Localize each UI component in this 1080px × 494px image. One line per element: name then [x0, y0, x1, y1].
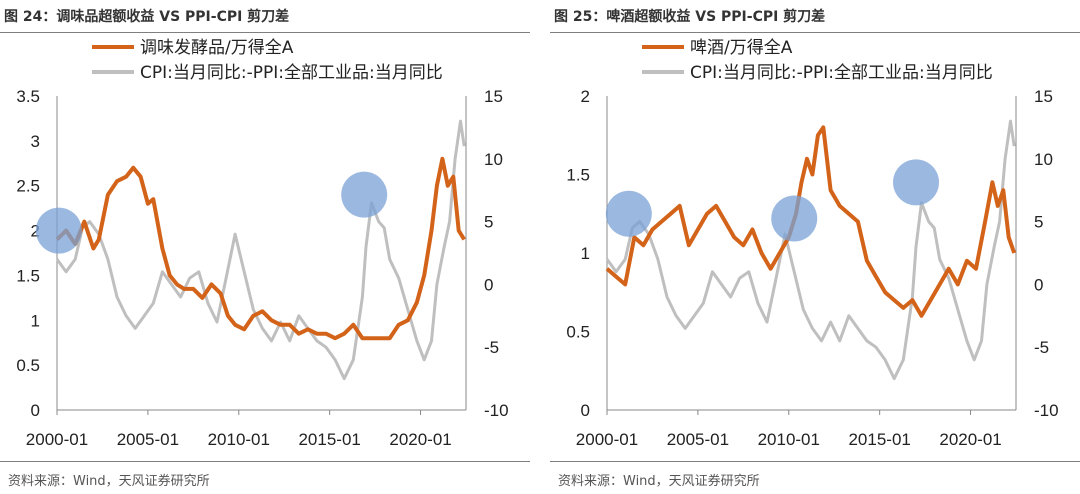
y-right-tick-label: 5 — [484, 213, 493, 232]
y-right-tick-label: -10 — [484, 401, 509, 420]
legend-label: 啤酒/万得全A — [690, 38, 793, 58]
y-left-tick-label: 1.5 — [16, 266, 40, 285]
axes — [56, 96, 467, 411]
legend-label: 调味发酵品/万得全A — [140, 38, 294, 58]
source-note: 资料来源：Wind，天风证券研究所 — [8, 474, 210, 489]
y-left-tick-label: 1 — [31, 311, 40, 330]
y-right-tick-label: 15 — [1034, 87, 1053, 106]
cpi-ppi-spread-line — [55, 119, 466, 381]
highlight-circle — [35, 207, 82, 254]
y-right-tick-label: 15 — [484, 87, 503, 106]
x-tick-label: 2000-01 — [26, 430, 88, 449]
highlight-circle — [341, 171, 388, 218]
y-left-tick-label: 2 — [581, 87, 590, 106]
legend: 调味发酵品/万得全A CPI:当月同比:-PPI:全部工业品:当月同比 — [92, 38, 443, 83]
y-left-tick-label: 3.5 — [16, 87, 40, 106]
y-right-tick-label: 5 — [1034, 213, 1043, 232]
x-tick-label: 2000-01 — [576, 430, 638, 449]
highlight-circle — [893, 159, 940, 206]
y-left-tick-label: 1 — [581, 244, 590, 263]
y-left-tick-label: 0.5 — [566, 323, 590, 342]
excess-return-line — [605, 125, 1017, 318]
source-note: 资料来源：Wind，天风证券研究所 — [558, 474, 760, 489]
y-right-tick-label: 0 — [484, 275, 493, 294]
y-left-tick-label: 2.5 — [16, 177, 40, 196]
axes — [606, 96, 1017, 411]
y-right-tick-label: 10 — [1034, 150, 1053, 169]
y-right-tick-label: -5 — [484, 338, 499, 357]
y-left-tick-label: 0 — [581, 401, 590, 420]
y-left-tick-label: 1.5 — [566, 166, 590, 185]
excess-return-line — [55, 156, 466, 341]
legend-label: CPI:当月同比:-PPI:全部工业品:当月同比 — [690, 63, 993, 83]
y-right-tick-label: -10 — [1034, 401, 1059, 420]
y-left-tick-label: 2 — [31, 222, 40, 241]
x-tick-label: 2005-01 — [667, 430, 729, 449]
y-left-tick-label: 0 — [31, 401, 40, 420]
x-tick-label: 2020-01 — [939, 430, 1001, 449]
title-bar: 图 24：调味品超额收益 VS PPI-CPI 剪刀差 — [0, 0, 530, 30]
highlight-circle — [605, 190, 652, 237]
bottom-rule — [0, 461, 530, 462]
x-tick-label: 2020-01 — [389, 430, 451, 449]
top-rule — [0, 32, 530, 33]
chart-panel-25: 图 25：啤酒超额收益 VS PPI-CPI 剪刀差 啤酒/万得全A CPI:当月… — [550, 0, 1080, 494]
y-left-tick-label: 0.5 — [16, 356, 40, 375]
x-tick-label: 2015-01 — [298, 430, 360, 449]
y-right-tick-label: 10 — [484, 150, 503, 169]
cpi-ppi-spread-line — [605, 119, 1016, 381]
highlight-circle — [771, 195, 818, 242]
chart-25-svg: 啤酒/万得全A CPI:当月同比:-PPI:全部工业品:当月同比 2 1.5 1 0.5 0… — [566, 38, 1059, 449]
x-tick-label: 2015-01 — [848, 430, 910, 449]
chart-24-svg: 调味发酵品/万得全A CPI:当月同比:-PPI:全部工业品:当月同比 3.5 3 2.… — [16, 38, 509, 449]
legend-label: CPI:当月同比:-PPI:全部工业品:当月同比 — [140, 63, 443, 83]
top-rule — [550, 32, 1080, 33]
chart-panel-24: 图 24：调味品超额收益 VS PPI-CPI 剪刀差 调味发酵品/万得全A CP… — [0, 0, 530, 494]
y-left-tick-label: 3 — [31, 132, 40, 151]
title-bar: 图 25：啤酒超额收益 VS PPI-CPI 剪刀差 — [550, 0, 1080, 30]
chart-title: 图 25：啤酒超额收益 VS PPI-CPI 剪刀差 — [554, 9, 826, 25]
chart-title: 图 24：调味品超额收益 VS PPI-CPI 剪刀差 — [4, 9, 290, 25]
y-right-tick-label: 0 — [1034, 275, 1043, 294]
y-right-tick-label: -5 — [1034, 338, 1049, 357]
x-tick-label: 2005-01 — [117, 430, 179, 449]
legend: 啤酒/万得全A CPI:当月同比:-PPI:全部工业品:当月同比 — [642, 38, 993, 83]
x-tick-label: 2010-01 — [758, 430, 820, 449]
x-tick-label: 2010-01 — [208, 430, 270, 449]
bottom-rule — [550, 461, 1080, 462]
